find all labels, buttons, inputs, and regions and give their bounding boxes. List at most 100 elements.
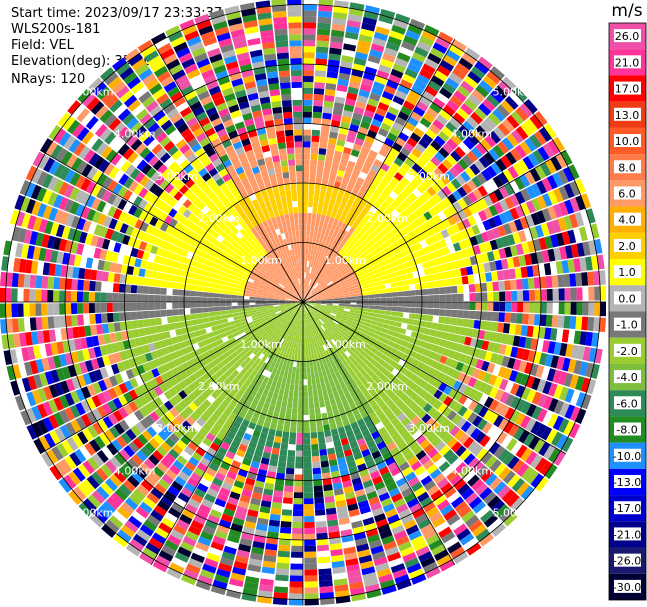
range-gate [372,475,383,485]
range-gate [380,58,394,69]
range-gate [538,326,546,339]
range-gate [429,266,437,275]
range-gate [544,235,553,249]
range-gate [326,149,335,157]
range-gate [374,226,383,234]
range-gate [368,270,376,277]
range-gate [483,491,497,505]
range-gate [317,22,331,30]
range-gate [365,334,372,341]
range-gate [470,427,482,440]
range-gate [341,282,348,287]
range-gate [531,197,542,212]
range-gate [540,426,553,441]
range-gate [340,528,353,537]
range-gate [467,474,480,487]
range-gate [450,285,458,294]
range-gate [545,314,553,327]
range-gate [176,334,185,343]
range-gate [207,292,215,298]
range-gate [330,353,336,361]
range-gate [472,212,482,224]
range-gate [21,347,30,362]
range-gate [548,397,559,413]
range-gate [281,401,288,408]
range-gate [536,339,544,352]
range-gate [332,306,339,310]
range-gate [422,403,433,413]
range-gate [245,477,256,486]
range-gate [338,407,346,415]
range-gate [423,327,432,336]
range-gate [432,97,446,109]
range-gate [255,306,262,310]
range-gate [352,280,360,286]
range-gate [368,298,375,302]
range-gate [492,311,500,322]
range-gate [482,75,497,89]
range-gate [165,338,173,347]
range-gate [256,335,264,342]
range-gate [247,359,255,367]
range-gate [343,379,351,387]
range-gate [514,267,522,279]
range-gate [401,40,416,52]
range-gate [291,545,303,552]
range-gate [327,374,333,382]
range-gate [541,177,553,192]
range-gate [397,306,405,313]
range-gate [274,580,289,588]
range-gate [534,302,541,314]
range-gate [250,346,257,353]
range-gate [285,314,291,319]
range-gate [219,427,229,436]
range-gate [252,410,261,419]
range-gate [54,209,64,223]
range-gate [91,471,105,486]
range-gate [401,279,409,286]
range-gate [313,322,318,329]
range-gate [318,395,325,402]
range-gate [361,238,370,246]
range-gate [115,331,123,342]
range-gate [478,80,493,94]
range-gate [192,379,202,389]
range-gate [163,390,174,400]
range-gate [278,330,284,337]
range-gate [537,393,548,408]
range-gate [365,354,373,362]
range-gate [331,338,337,346]
range-gate [250,362,258,370]
range-gate [423,480,436,491]
range-gate [23,229,33,244]
range-gate [357,437,366,447]
range-gate [461,510,476,523]
range-gate [282,431,290,439]
range-gate [304,284,306,291]
range-gate [344,141,354,149]
range-gate [358,383,366,392]
range-gate [316,532,328,540]
range-gate [437,189,447,200]
range-gate [268,291,275,295]
range-gate [292,317,296,324]
range-gate [324,321,330,328]
range-gate [211,273,218,279]
range-gate [113,242,122,253]
range-gate [44,248,53,262]
range-gate [339,66,352,75]
range-gate [310,153,318,160]
range-gate [132,488,146,501]
range-gate [93,346,102,358]
range-gate [494,85,509,99]
range-gate [266,434,275,442]
range-gate [428,351,437,360]
range-gate [287,450,296,457]
range-gate [309,318,313,325]
range-gate [318,238,323,246]
range-gate [144,442,156,454]
range-gate [316,46,329,54]
range-gate [303,462,312,469]
range-gate [504,196,515,209]
range-gate [341,152,351,161]
